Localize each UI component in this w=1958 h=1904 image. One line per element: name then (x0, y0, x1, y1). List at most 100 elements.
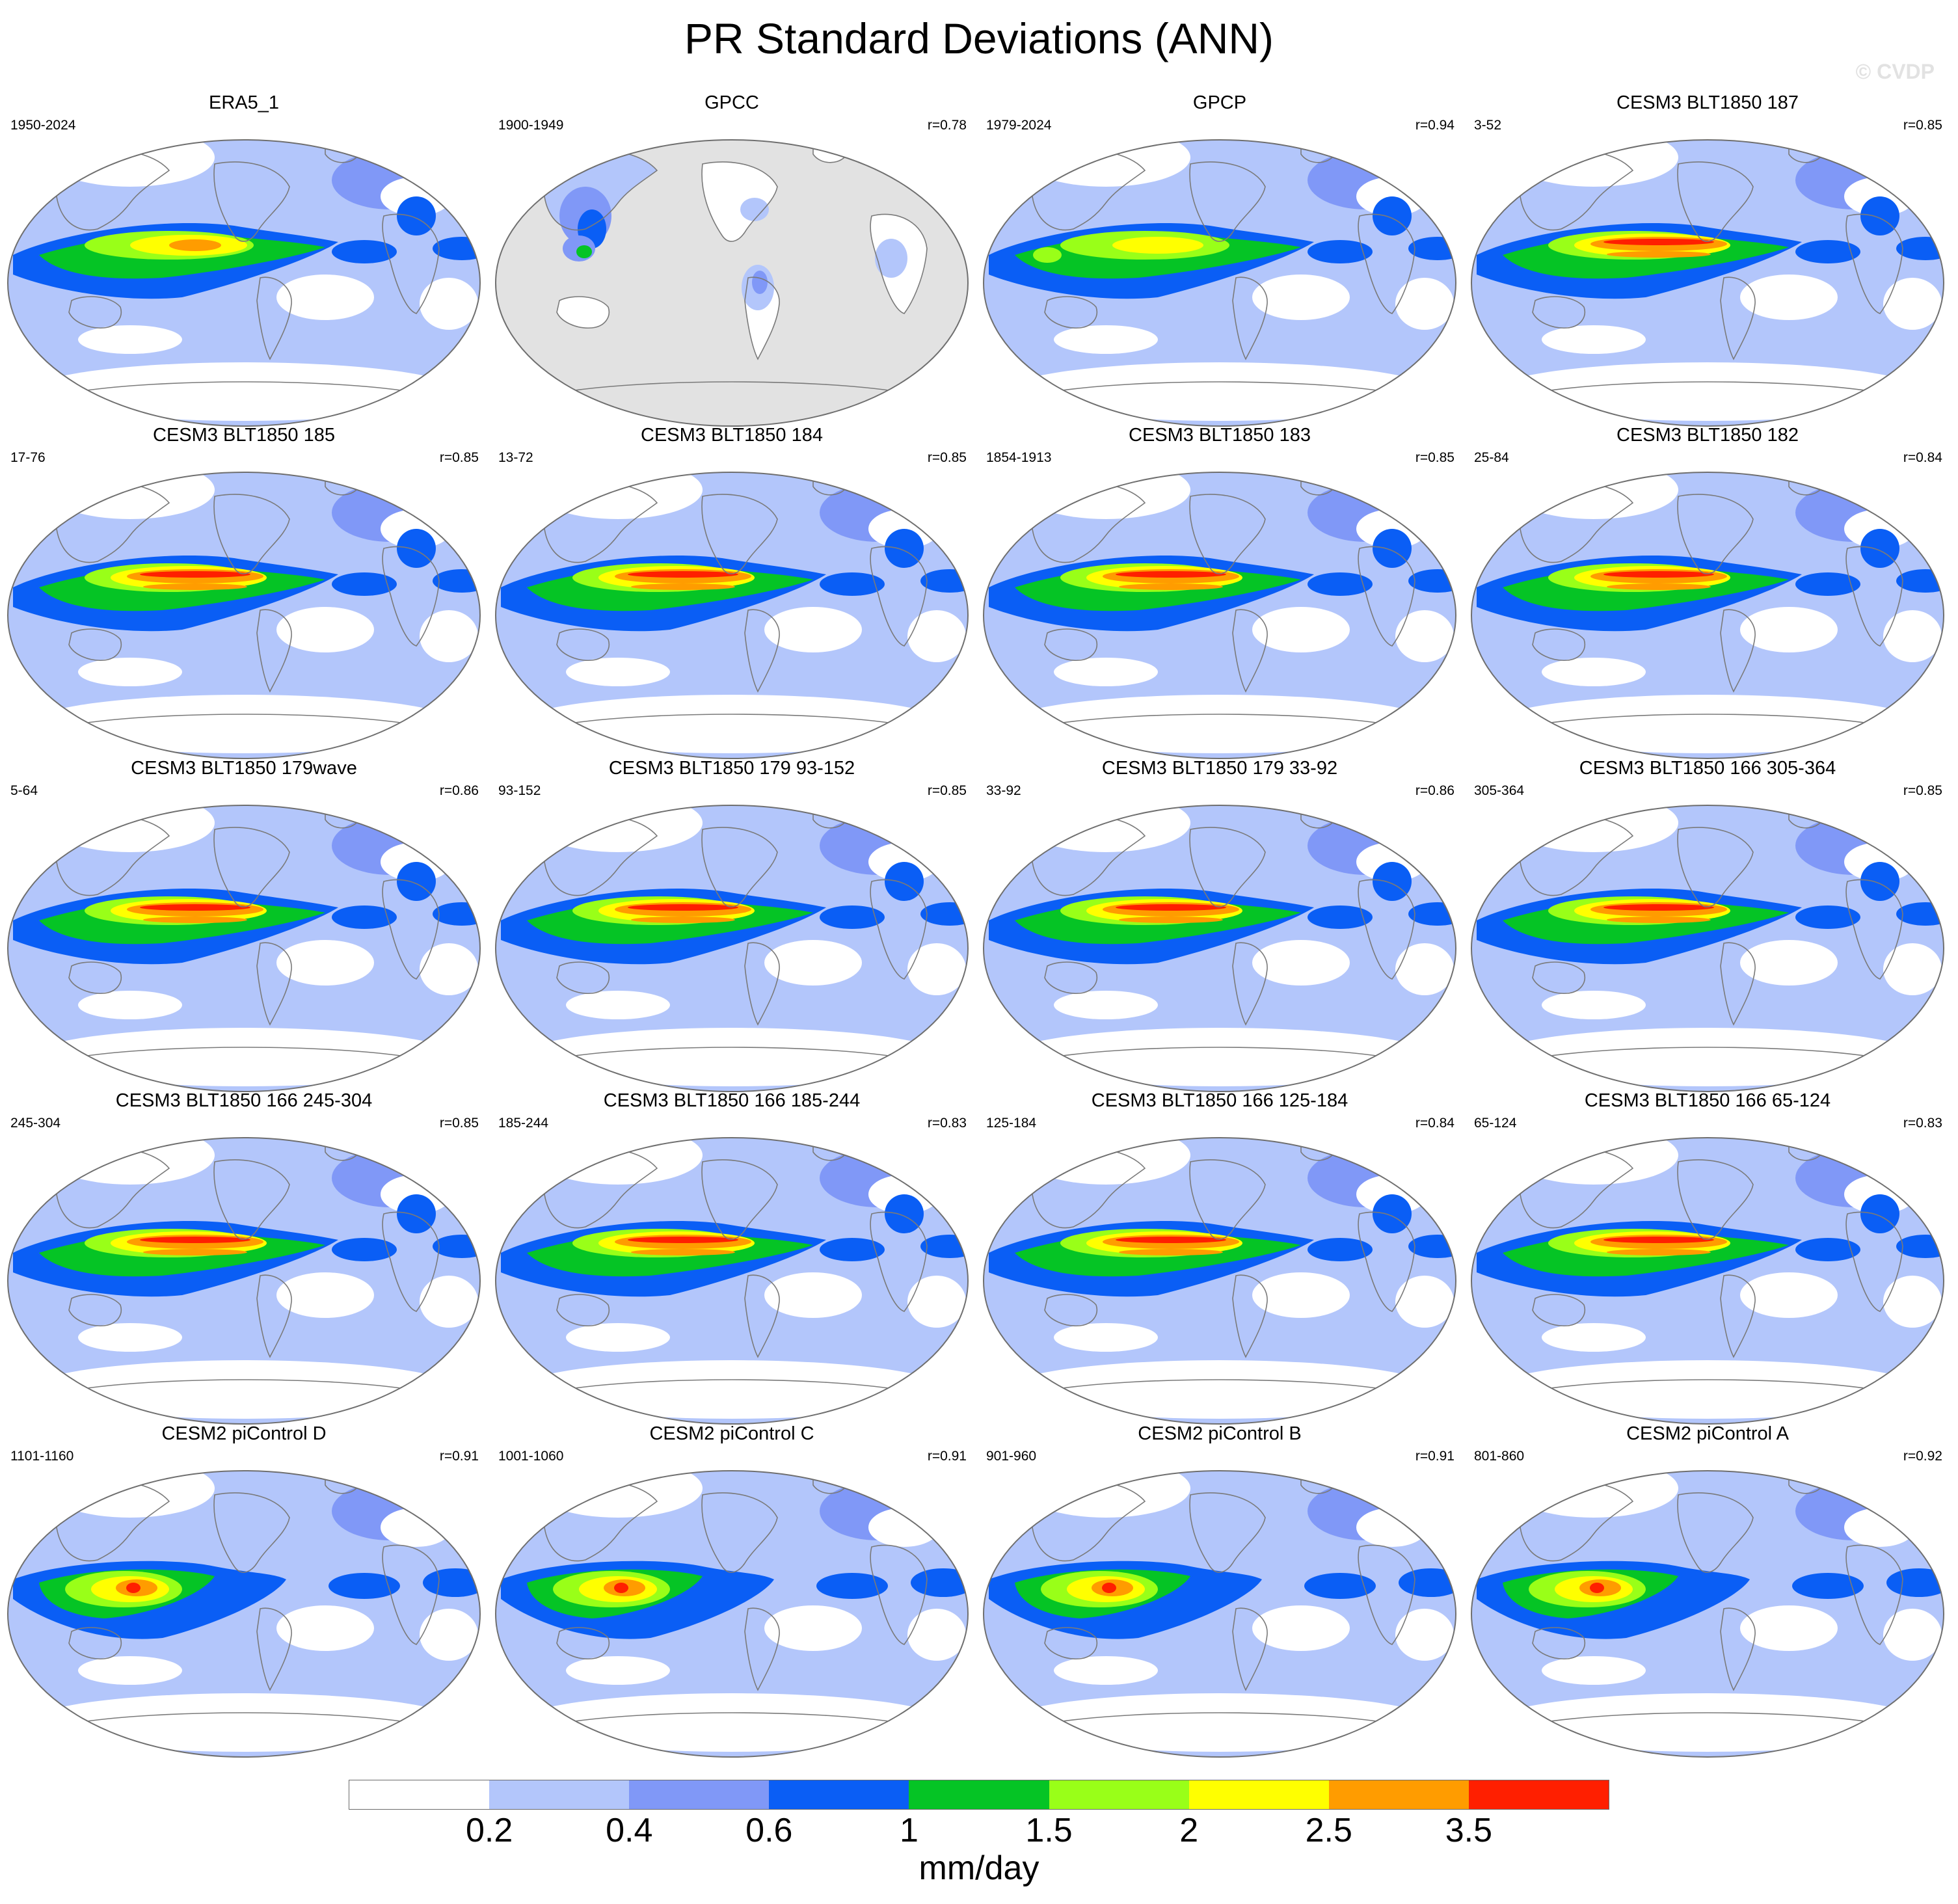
precip-contour (576, 245, 592, 258)
precip-contour (496, 1138, 968, 1424)
coastline (77, 381, 410, 392)
low-precip-contour (764, 607, 862, 652)
map-border (7, 472, 481, 759)
precip-contour (614, 1583, 628, 1593)
colorbar-segment (1468, 1780, 1609, 1809)
precip-contour (740, 198, 769, 221)
map-panel: CESM3 BLT1850 182 25-84 r=0.84 (1464, 423, 1951, 759)
precip-contour (752, 271, 768, 294)
map-panel: CESM3 BLT1850 166 65-124 65-124 r=0.83 (1464, 1089, 1951, 1425)
precip-contour (1603, 239, 1714, 245)
precip-contour (1860, 1194, 1899, 1233)
precip-contour (1373, 529, 1412, 568)
low-precip-contour (1740, 1605, 1838, 1651)
coastline (77, 1712, 410, 1723)
coastline (213, 494, 290, 574)
panel-years: 33-92 (986, 783, 1021, 798)
coastline (556, 628, 610, 661)
coastline (213, 827, 290, 907)
coastlines (543, 805, 928, 1058)
precip-contour (143, 917, 247, 923)
precip-contour (1471, 472, 1944, 758)
coastline (1720, 276, 1756, 360)
coastline (382, 1211, 440, 1312)
coastline (1232, 609, 1268, 693)
low-precip-contour (1252, 940, 1350, 986)
map-svg (982, 805, 1457, 1092)
low-precip-contour (1883, 943, 1942, 995)
panel-years: 3-52 (1474, 118, 1502, 133)
low-precip-contour (907, 1609, 966, 1661)
map-svg (1470, 472, 1945, 759)
panel-years: 1900-1949 (498, 118, 564, 133)
map-panel: CESM2 piControl A 801-860 r=0.92 (1464, 1422, 1951, 1758)
low-precip-contour (78, 1323, 182, 1352)
map-border (1470, 1137, 1945, 1425)
map-border (1470, 472, 1945, 759)
precip-contour (1033, 247, 1062, 263)
low-precip-contour (1252, 275, 1350, 320)
precip-field (8, 805, 480, 1092)
low-precip-contour (764, 1272, 862, 1318)
precip-contour (433, 902, 480, 926)
low-precip-contour (1883, 1609, 1942, 1661)
precip-contour (628, 571, 738, 578)
coastline (1541, 381, 1874, 392)
coastline (1053, 714, 1386, 725)
precip-contour (1795, 905, 1860, 929)
low-precip-contour (517, 1360, 946, 1419)
panel-correlation: r=0.92 (1903, 1449, 1942, 1464)
precip-contour (1119, 1249, 1223, 1255)
coastline (744, 942, 780, 1026)
panel-correlation: r=0.94 (1415, 118, 1455, 133)
coastlines (543, 472, 928, 725)
low-precip-contour (276, 1605, 374, 1651)
map-border (494, 472, 969, 759)
coastline (256, 942, 292, 1026)
panel-title: CESM2 piControl D (161, 1423, 327, 1444)
coastline (701, 494, 778, 574)
colorbar-tick-label: 2.5 (1305, 1812, 1352, 1849)
low-precip-contour (1740, 940, 1838, 986)
low-precip-contour (1740, 607, 1838, 652)
colorbar-segment (769, 1780, 909, 1809)
low-precip-contour (566, 1656, 670, 1685)
precip-contour (1590, 1583, 1604, 1593)
low-precip-contour (1252, 607, 1350, 652)
colorbar-tick-label: 0.6 (745, 1812, 793, 1849)
coastline (1541, 714, 1874, 725)
coastline (1232, 1607, 1268, 1691)
precip-contour (496, 805, 968, 1092)
panel-title: ERA5_1 (208, 92, 279, 113)
precip-contour (1603, 571, 1714, 578)
panel-title: CESM2 piControl A (1626, 1423, 1789, 1444)
coastline (256, 1607, 292, 1691)
low-precip-contour (907, 943, 966, 995)
precip-contour (1471, 805, 1944, 1092)
map-panel: CESM3 BLT1850 166 305-364 305-364 r=0.85 (1464, 757, 1951, 1092)
precip-contour (820, 905, 885, 929)
panel-years: 801-860 (1474, 1449, 1525, 1464)
map-panel: CESM2 piControl C 1001-1060 r=0.91 (488, 1422, 976, 1758)
coastline (1189, 1492, 1266, 1573)
precip-contour (433, 237, 480, 260)
map-svg (1470, 1137, 1945, 1425)
low-precip-contour (1883, 278, 1942, 330)
low-precip-contour (1005, 695, 1434, 753)
coastline (1532, 296, 1585, 329)
low-precip-contour (29, 1360, 459, 1419)
colorbar-tick-label: 2 (1179, 1812, 1199, 1849)
precip-contour (140, 904, 250, 911)
precip-contour (631, 917, 735, 923)
coastlines (1031, 140, 1415, 392)
coastline (1845, 1211, 1903, 1312)
panel-correlation: r=0.85 (1903, 783, 1942, 798)
colorbar (349, 1780, 1609, 1810)
low-precip-contour (1883, 1276, 1942, 1328)
map-svg (1470, 805, 1945, 1092)
precip-contour (8, 1471, 480, 1757)
coastline (256, 609, 292, 693)
panel-title: CESM3 BLT1850 179 33-92 (1101, 758, 1338, 779)
precip-contour (8, 140, 480, 426)
precip-contour (8, 805, 480, 1092)
